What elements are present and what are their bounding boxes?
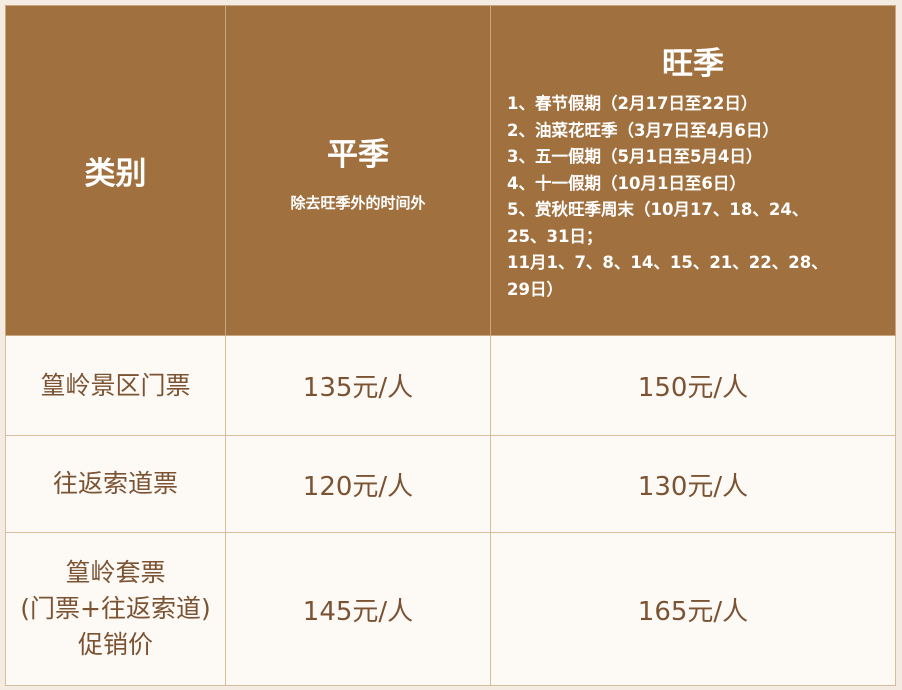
category-label: 往返索道票 xyxy=(52,469,178,498)
peak-price-cell: 165元/人 xyxy=(490,532,896,686)
off-season-title: 平季 xyxy=(327,136,389,173)
peak-price-cell: 150元/人 xyxy=(490,335,896,436)
table-row: 篁岭套票 (门票+往返索道) 促销价 145元/人 165元/人 xyxy=(5,532,896,686)
category-label: 篁岭景区门票 xyxy=(40,370,191,400)
peak-period: 5、赏秋旺季周末（10月17、18、24、 xyxy=(507,200,809,219)
peak-price-cell: 130元/人 xyxy=(490,435,896,533)
category-cell: 篁岭景区门票 xyxy=(5,335,226,436)
peak-period: 2、油菜花旺季（3月7日至4月6日） xyxy=(507,120,779,140)
category-header: 类别 xyxy=(5,5,226,336)
ticket-price-table: 类别 平季 除去旺季外的时间外 旺季 1、春节假期（2月17日至22日） 2、油… xyxy=(5,5,896,686)
peak-season-header: 旺季 1、春节假期（2月17日至22日） 2、油菜花旺季（3月7日至4月6日） … xyxy=(490,5,896,336)
peak-period: 29日） xyxy=(507,279,563,299)
peak-period: 11月1、7、8、14、15、21、22、28、 xyxy=(507,253,828,272)
peak-period: 1、春节假期（2月17日至22日） xyxy=(507,94,758,113)
peak-season-title: 旺季 xyxy=(662,46,724,82)
peak-period: 25、31日； xyxy=(507,226,603,246)
category-label: 促销价 xyxy=(77,630,153,659)
off-price-cell: 135元/人 xyxy=(225,335,491,436)
table-row: 篁岭景区门票 135元/人 150元/人 xyxy=(5,335,896,436)
off-price-cell: 145元/人 xyxy=(225,532,491,686)
table-row: 往返索道票 120元/人 130元/人 xyxy=(5,435,896,533)
off-season-header: 平季 除去旺季外的时间外 xyxy=(225,5,491,336)
category-label: (门票+往返索道) xyxy=(20,594,211,623)
off-season-subtitle: 除去旺季外的时间外 xyxy=(290,193,426,212)
category-label: 篁岭套票 xyxy=(65,558,166,587)
category-cell: 篁岭套票 (门票+往返索道) 促销价 xyxy=(5,532,226,686)
header-row: 类别 平季 除去旺季外的时间外 旺季 1、春节假期（2月17日至22日） 2、油… xyxy=(5,5,896,336)
peak-period: 4、十一假期（10月1日至6日） xyxy=(507,173,746,193)
category-cell: 往返索道票 xyxy=(5,435,226,533)
peak-season-periods: 1、春节假期（2月17日至22日） 2、油菜花旺季（3月7日至4月6日） 3、五… xyxy=(491,91,895,303)
peak-period: 3、五一假期（5月1日至5月4日） xyxy=(507,147,763,166)
category-title: 类别 xyxy=(84,156,147,192)
off-price-cell: 120元/人 xyxy=(225,435,491,533)
